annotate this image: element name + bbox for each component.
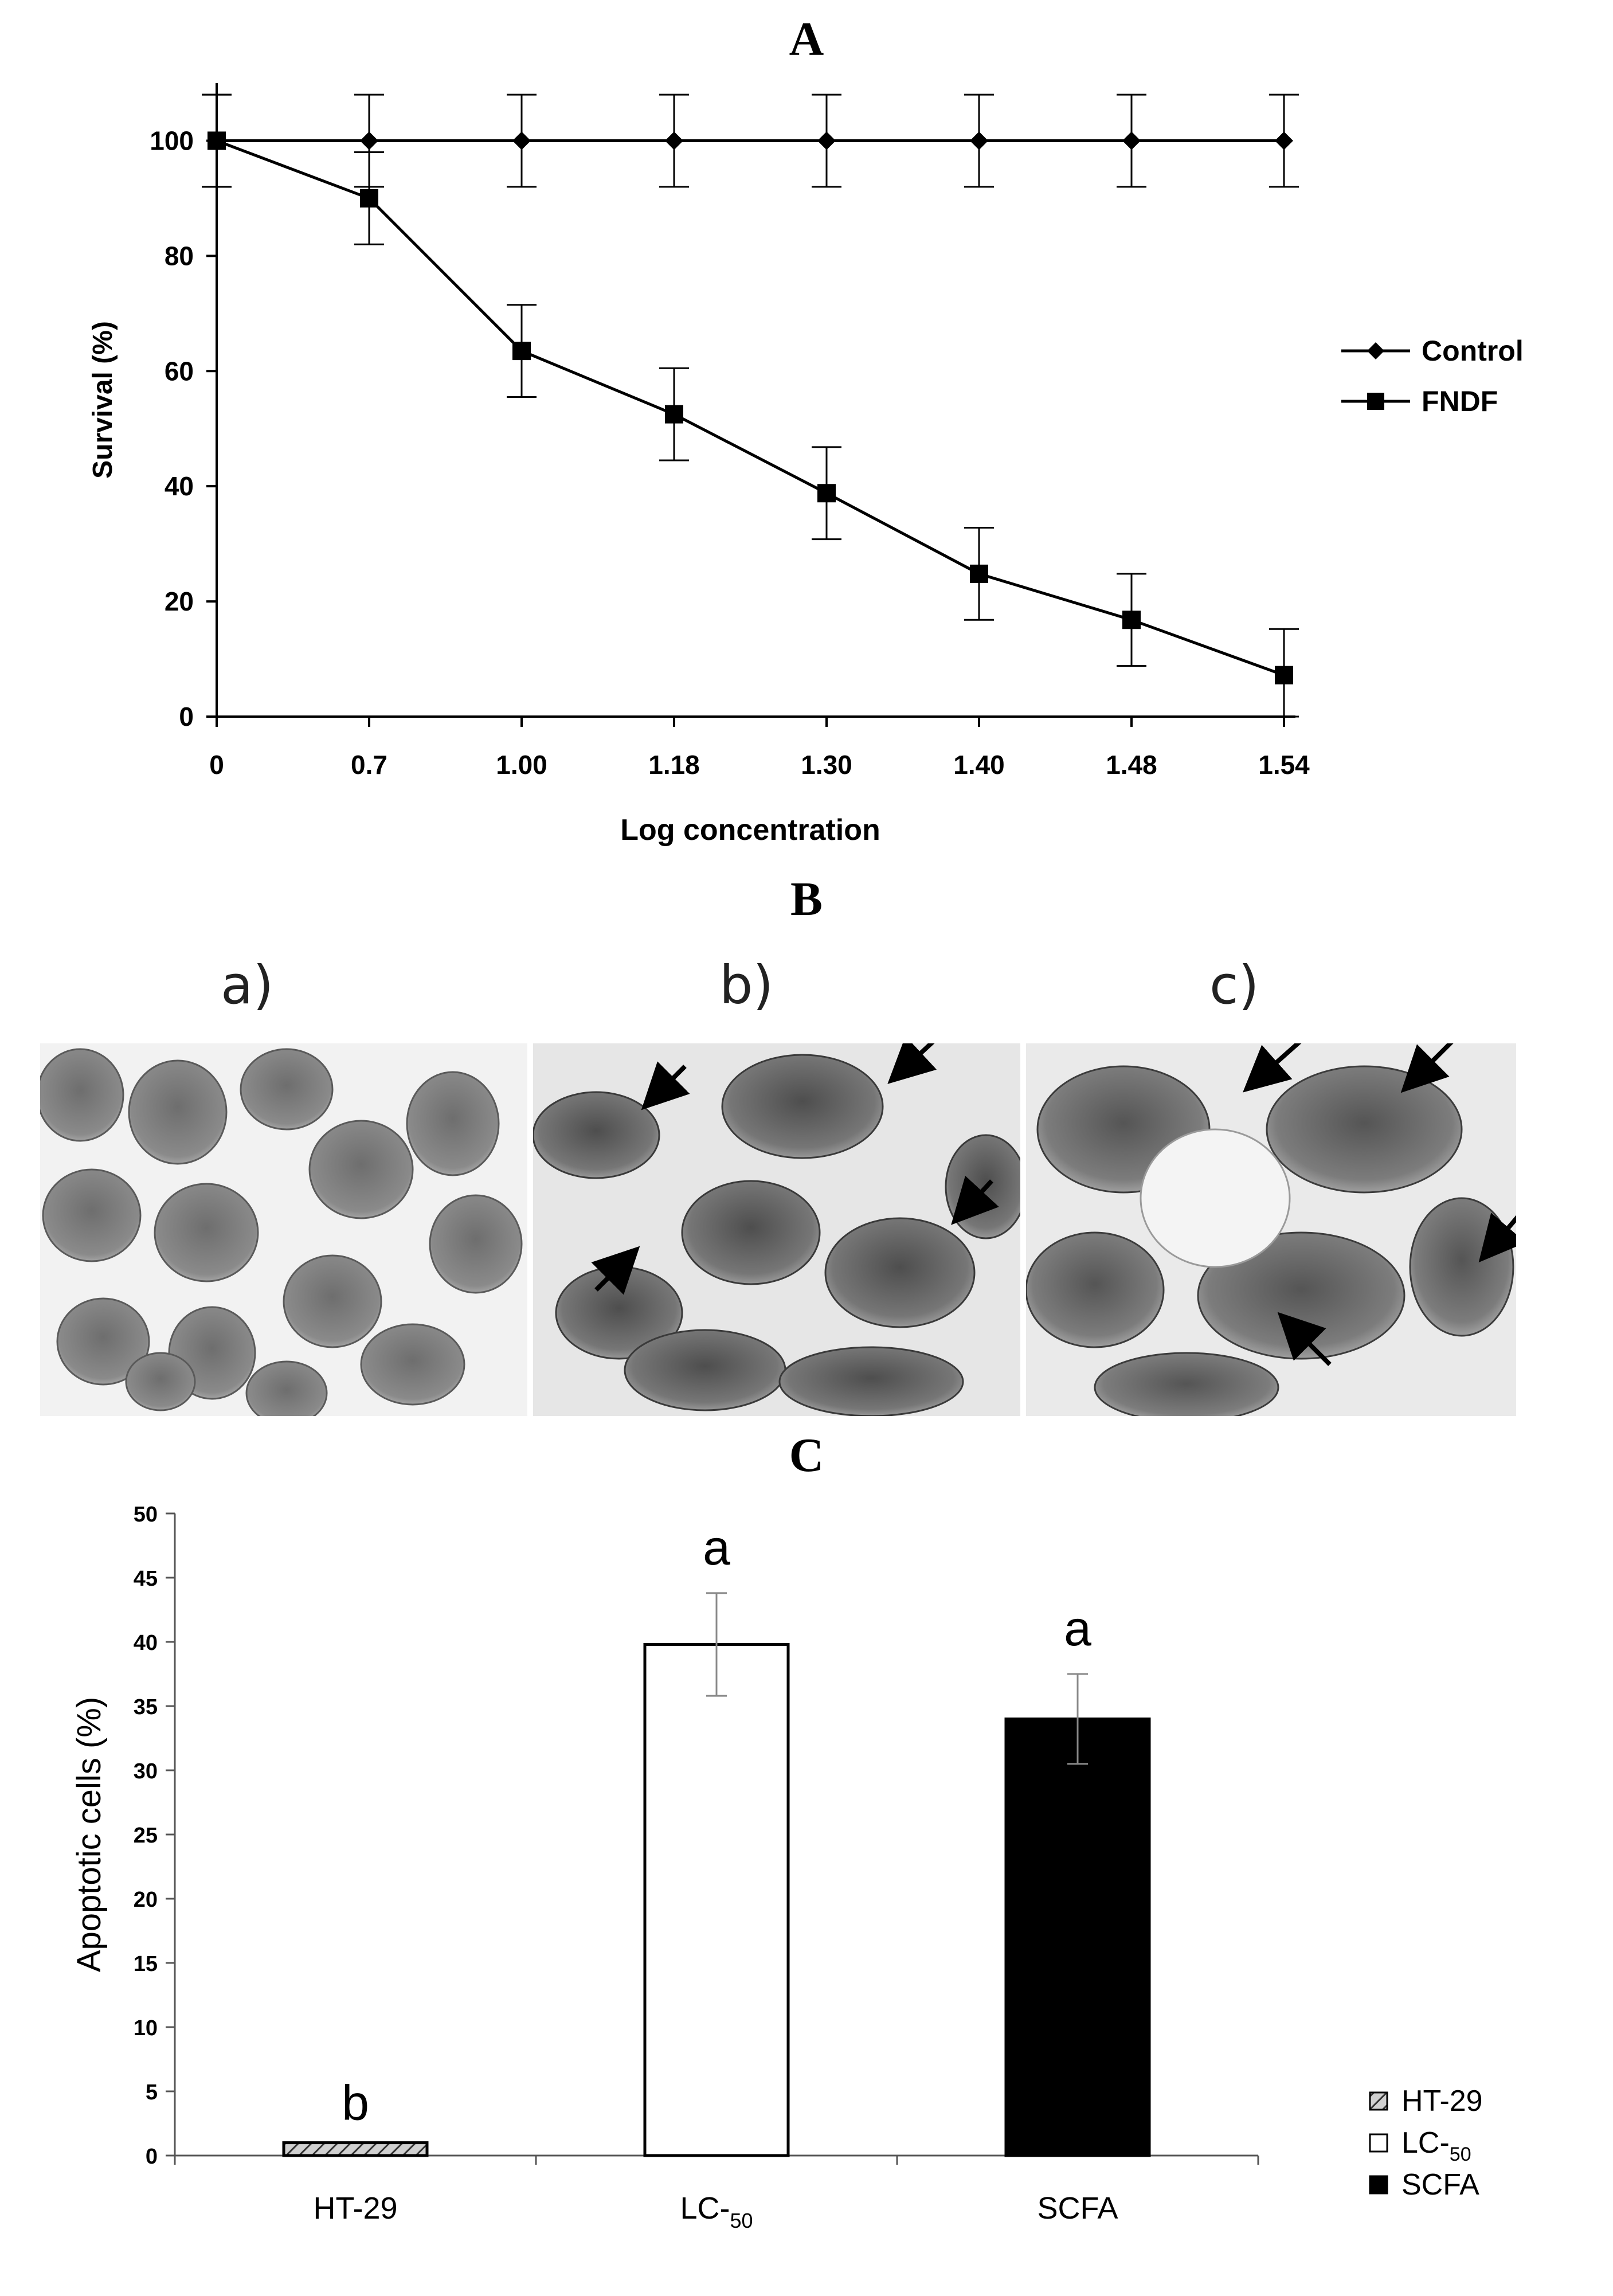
panel-b-letter: B	[790, 873, 823, 926]
y-tick-label: 30	[134, 1759, 158, 1783]
legend-label-fndf: FNDF	[1422, 385, 1498, 417]
data-point	[817, 131, 836, 150]
legend-marker	[1367, 393, 1384, 410]
y-tick-label: 5	[146, 2080, 158, 2105]
data-point	[208, 131, 226, 150]
data-point	[970, 131, 988, 150]
y-tick-label: 60	[165, 356, 194, 386]
micrograph-label-c: c)	[1209, 955, 1259, 1016]
y-tick-label: 40	[134, 1631, 158, 1655]
y-tick-label: 20	[134, 1888, 158, 1912]
bar-scfa	[1004, 1717, 1151, 2157]
x-tick-label: 1.18	[648, 750, 700, 780]
data-point	[360, 131, 378, 150]
x-tick-label-scfa: SCFA	[1037, 2191, 1118, 2225]
data-point	[970, 564, 988, 583]
micrograph-control	[40, 1043, 527, 1416]
legend-swatch-ht29	[1369, 2091, 1388, 2111]
data-point	[360, 189, 378, 208]
data-point	[1122, 611, 1141, 629]
data-point	[512, 131, 531, 150]
x-axis-label: Log concentration	[620, 813, 880, 847]
data-point	[512, 342, 531, 361]
series-control	[202, 93, 1299, 188]
micrograph-treated-lc50	[533, 1043, 1020, 1416]
series-line	[216, 139, 1285, 677]
legend-label-control: Control	[1422, 335, 1524, 367]
x-tick-label: 1.30	[801, 750, 852, 780]
panel-a-letter: A	[789, 13, 824, 66]
significance-label: a	[1064, 1601, 1091, 1656]
panel-c-letter: C	[789, 1429, 824, 1482]
y-tick-label: 80	[165, 241, 194, 271]
data-point	[1275, 666, 1293, 685]
y-tick-label: 50	[134, 1503, 158, 1527]
y-tick-label: 10	[134, 2016, 158, 2040]
data-point	[665, 131, 683, 150]
x-tick-label: 1.40	[953, 750, 1005, 780]
x-tick-label: 1.54	[1258, 750, 1310, 780]
y-tick-label: 100	[150, 126, 194, 155]
x-tick-label: 1.00	[496, 750, 547, 780]
bar-lc50	[643, 1642, 790, 2157]
legend-swatch-scfa	[1369, 2175, 1388, 2195]
legend-label-ht29: HT-29	[1401, 2084, 1483, 2118]
y-tick-label: 35	[134, 1695, 158, 1719]
significance-label: a	[703, 1520, 730, 1575]
y-tick-label: 0	[146, 2145, 158, 2169]
x-tick-label: 1.48	[1106, 750, 1157, 780]
y-axis-label: Survival (%)	[88, 321, 118, 479]
y-axis-label: Apoptotic cells (%)	[71, 1697, 108, 1972]
x-tick-label: 0	[209, 750, 224, 780]
micrograph-label-b: b)	[719, 955, 774, 1016]
significance-label: b	[342, 2076, 369, 2131]
y-tick-label: 15	[134, 1952, 158, 1976]
y-tick-label: 20	[165, 586, 194, 616]
legend-swatch-lc50	[1369, 2133, 1388, 2153]
x-tick-label: 0.7	[351, 750, 387, 780]
apoptosis-bar-chart: 0 5 10 15 20 25 30 35 40 45 50 Apoptotic cells (%) b…	[71, 1503, 1483, 2232]
data-point	[817, 484, 836, 503]
y-tick-label: 45	[134, 1567, 158, 1591]
data-point	[1122, 131, 1141, 150]
data-point	[665, 405, 683, 424]
y-tick-label: 0	[179, 702, 194, 732]
legend-marker	[1367, 342, 1384, 359]
legend-label-lc50: LC-50	[1401, 2126, 1471, 2165]
y-tick-label: 25	[134, 1824, 158, 1848]
y-tick-label: 40	[165, 471, 194, 501]
x-tick-label-ht29: HT-29	[313, 2191, 397, 2225]
micrograph-label-a: a)	[221, 955, 274, 1016]
data-point	[1275, 131, 1293, 150]
x-tick-label-lc50: LC-50	[680, 2191, 753, 2232]
legend-label-scfa: SCFA	[1401, 2168, 1479, 2201]
micrograph-treated-scfa	[1026, 1043, 1516, 1416]
bar-ht29	[282, 2141, 429, 2157]
survival-line-chart: 0 20 40 60 80 100 0 0.7 1.00 1.18 1.30 1.40 1.48 1.54…	[88, 83, 1524, 847]
series-fndf	[202, 93, 1299, 718]
